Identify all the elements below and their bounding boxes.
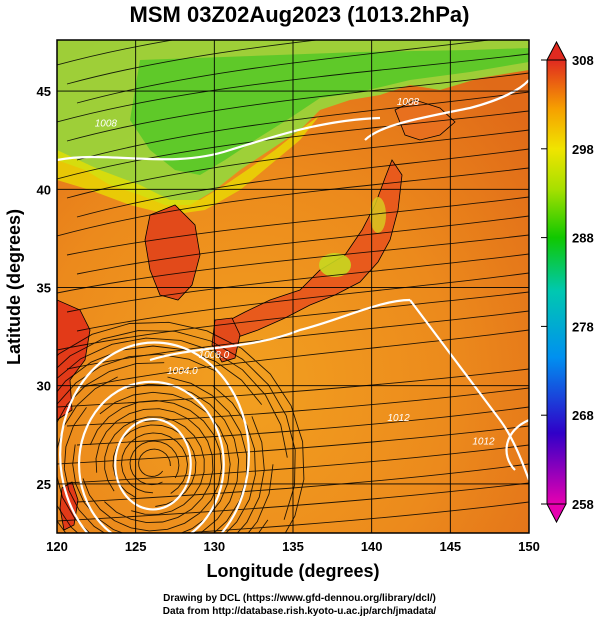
streamline — [57, 376, 248, 533]
streamline — [66, 72, 529, 142]
colorbar-lower-arrow — [546, 503, 567, 524]
streamline — [57, 368, 529, 408]
y-tick-label: 45 — [37, 84, 51, 99]
y-tick-label: 40 — [37, 182, 51, 197]
x-tick-label: 125 — [125, 539, 147, 554]
alps-cool-spot — [319, 253, 351, 277]
isobar-contour — [57, 116, 381, 162]
y-tick-label: 25 — [37, 477, 51, 492]
streamline — [57, 110, 529, 180]
streamline — [95, 408, 214, 524]
colorbar-tick-label: 268 — [572, 408, 594, 423]
streamline — [57, 482, 529, 522]
isobar-label: 1012 — [472, 437, 495, 448]
streamline — [57, 40, 175, 66]
streamline — [57, 330, 296, 520]
isobar-contour — [149, 298, 411, 362]
streamline — [66, 253, 529, 313]
x-tick-label: 150 — [518, 539, 540, 554]
streamline — [66, 387, 529, 427]
colorbar-gradient — [546, 59, 567, 505]
streamline — [57, 345, 274, 533]
streamline — [57, 291, 529, 351]
cooler-land-core — [130, 48, 529, 175]
streamline — [121, 432, 188, 494]
y-tick-label: 35 — [37, 280, 51, 295]
credits: Drawing by DCL (https://www.gfd-dennou.o… — [0, 592, 599, 618]
streamline — [66, 40, 321, 85]
streamline — [176, 501, 529, 533]
streamline — [66, 310, 529, 370]
colorbar: 258 268 278 288 298 308 — [541, 40, 594, 524]
hokkaido-land — [394, 99, 456, 141]
isobar-contour — [409, 299, 529, 481]
isobar-contour — [364, 79, 529, 141]
streamline — [57, 53, 529, 123]
streamline — [129, 440, 180, 486]
colorbar-tick-label: 288 — [572, 231, 594, 246]
streamline — [66, 444, 529, 484]
streamline — [57, 337, 288, 533]
streamline — [57, 321, 305, 533]
x-tick-label: 140 — [361, 539, 383, 554]
streamline — [57, 353, 265, 533]
plot-frame — [56, 39, 530, 534]
isobar-contour — [114, 417, 192, 511]
y-axis-label: Latitude (degrees) — [4, 209, 24, 365]
colorbar-tick-label: 298 — [572, 142, 594, 157]
x-tick-label: 130 — [203, 539, 225, 554]
taiwan-land — [59, 481, 79, 531]
tohoku-cool-spot — [370, 197, 386, 233]
isobar-contour — [505, 418, 529, 471]
isobar-label: 1004.0 — [167, 366, 198, 377]
streamline — [112, 424, 197, 507]
chart-title: MSM 03Z02Aug2023 (1013.2hPa) — [129, 2, 470, 27]
streamline — [66, 129, 529, 199]
isobar-label: 1008 — [95, 118, 118, 129]
x-tick-label: 135 — [282, 539, 304, 554]
isobar-contour — [77, 380, 225, 533]
isobar-contour — [59, 341, 251, 533]
isobar-label: 1012 — [387, 413, 410, 424]
streamline — [57, 167, 529, 237]
x-tick-label: 120 — [46, 539, 68, 554]
credit-line-data: Data from http://database.rish.kyoto-u.a… — [162, 606, 437, 617]
colorbar-tick-label: 278 — [572, 319, 594, 334]
colorbar-tick-label: 308 — [572, 53, 594, 68]
colorbar-upper-arrow — [546, 40, 567, 61]
streamline — [82, 400, 223, 532]
yellow-band — [57, 115, 320, 215]
colorbar-tick-label: 258 — [572, 497, 594, 512]
streamline — [104, 416, 205, 515]
x-axis-label: Longitude (degrees) — [206, 561, 379, 581]
isobar-label: 1008 — [397, 97, 420, 108]
streamline — [57, 234, 529, 294]
x-tick-label: 145 — [439, 539, 461, 554]
streamline — [66, 196, 529, 256]
credit-line-drawing: Drawing by DCL (https://www.gfd-dennou.o… — [163, 593, 436, 604]
y-tick-label: 30 — [37, 379, 51, 394]
